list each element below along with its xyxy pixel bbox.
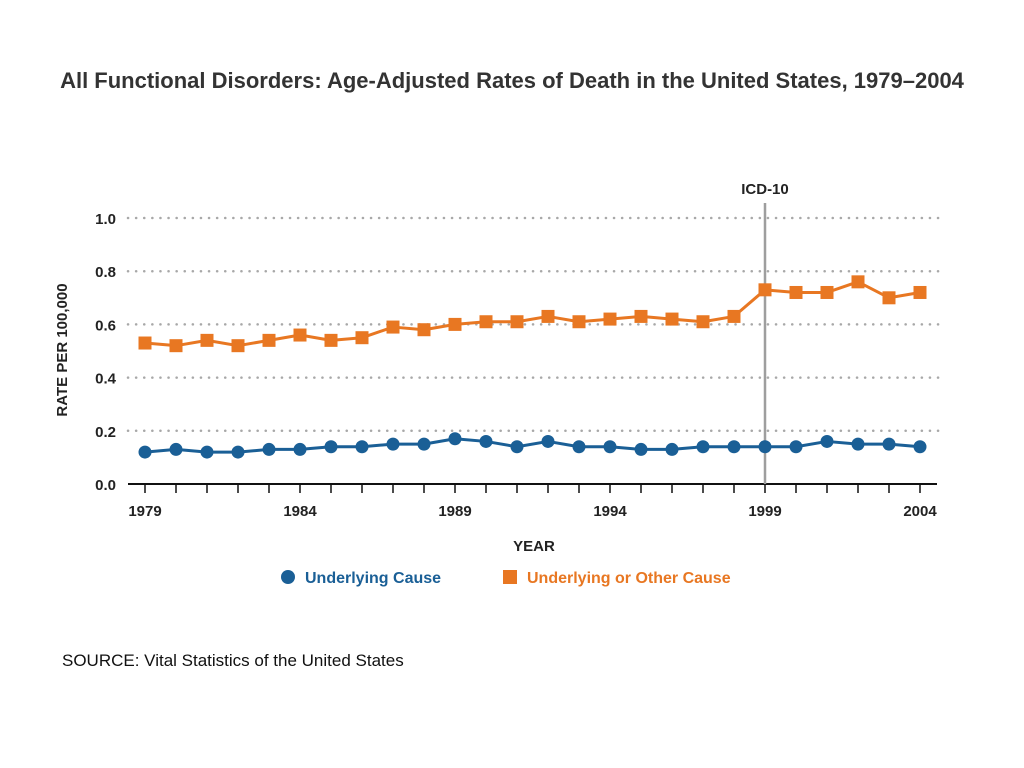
data-point-underlying-cause [324, 440, 338, 454]
y-tick-label: 0.8 [95, 264, 116, 281]
data-point-underlying-or-other-cause [231, 339, 245, 353]
icd10-annotation: ICD-10 [741, 181, 789, 484]
y-axis-title: RATE PER 100,000 [54, 283, 71, 416]
legend-label: Underlying or Other Cause [527, 570, 731, 587]
y-tick-label: 0.0 [95, 477, 116, 494]
data-point-underlying-cause [200, 445, 214, 459]
axes: 0.0 0.2 0.4 0.6 0.8 1.0 1979 1984 1989 1994 1999 20… [54, 211, 937, 555]
data-point-underlying-cause [789, 440, 803, 454]
x-tick-label: 1984 [283, 503, 317, 520]
x-tick-label: 1999 [748, 503, 781, 520]
data-point-underlying-or-other-cause [479, 315, 493, 329]
data-point-underlying-or-other-cause [169, 339, 183, 353]
data-point-underlying-or-other-cause [665, 312, 679, 326]
data-point-underlying-cause [262, 442, 276, 456]
legend: Underlying Cause Underlying or Other Caus… [281, 570, 731, 587]
y-tick-label: 0.6 [95, 317, 116, 334]
data-point-underlying-or-other-cause [634, 309, 648, 323]
data-point-underlying-cause [138, 445, 152, 459]
x-tick-label: 1979 [128, 503, 161, 520]
x-tick-label: 2004 [903, 503, 937, 520]
x-tick-label: 1989 [438, 503, 471, 520]
data-point-underlying-cause [417, 437, 431, 451]
data-point-underlying-cause [231, 445, 245, 459]
data-point-underlying-cause [727, 440, 741, 454]
data-point-underlying-or-other-cause [417, 323, 431, 337]
data-point-underlying-cause [541, 434, 555, 448]
data-point-underlying-cause [603, 440, 617, 454]
data-point-underlying-cause [448, 432, 462, 446]
data-point-underlying-or-other-cause [200, 333, 214, 347]
y-tick-label: 0.4 [95, 371, 117, 388]
plot-area [138, 275, 927, 459]
data-point-underlying-or-other-cause [293, 328, 307, 342]
data-point-underlying-or-other-cause [882, 291, 896, 305]
series-line-underlying-cause [144, 437, 921, 454]
data-point-underlying-cause [851, 437, 865, 451]
data-point-underlying-cause [913, 440, 927, 454]
data-point-underlying-cause [758, 440, 772, 454]
data-point-underlying-or-other-cause [696, 315, 710, 329]
data-point-underlying-or-other-cause [355, 331, 369, 345]
data-point-underlying-or-other-cause [386, 320, 400, 334]
icd10-label: ICD-10 [741, 181, 789, 198]
data-point-underlying-cause [386, 437, 400, 451]
data-point-underlying-or-other-cause [448, 317, 462, 331]
data-point-underlying-or-other-cause [262, 333, 276, 347]
data-point-underlying-or-other-cause [138, 336, 152, 350]
series-line-underlying-or-other-cause [144, 280, 921, 348]
data-point-underlying-or-other-cause [789, 285, 803, 299]
data-point-underlying-or-other-cause [324, 333, 338, 347]
data-point-underlying-cause [572, 440, 586, 454]
x-axis-title: YEAR [513, 538, 555, 555]
data-point-underlying-or-other-cause [727, 309, 741, 323]
y-tick-label: 1.0 [95, 211, 116, 228]
legend-marker-square [503, 570, 517, 584]
data-point-underlying-cause [169, 442, 183, 456]
data-point-underlying-cause [510, 440, 524, 454]
data-point-underlying-cause [634, 442, 648, 456]
y-tick-label: 0.2 [95, 424, 116, 441]
data-point-underlying-or-other-cause [913, 285, 927, 299]
data-point-underlying-or-other-cause [541, 309, 555, 323]
data-point-underlying-cause [479, 434, 493, 448]
data-point-underlying-cause [293, 442, 307, 456]
data-point-underlying-or-other-cause [572, 315, 586, 329]
data-point-underlying-or-other-cause [851, 275, 865, 289]
chart-title: All Functional Disorders: Age-Adjusted R… [60, 68, 964, 93]
legend-marker-circle [281, 570, 295, 584]
source-note: SOURCE: Vital Statistics of the United S… [62, 651, 404, 670]
data-point-underlying-cause [820, 434, 834, 448]
data-point-underlying-cause [882, 437, 896, 451]
gridlines [126, 216, 942, 433]
x-tick-label: 1994 [593, 503, 627, 520]
data-point-underlying-or-other-cause [758, 283, 772, 297]
data-point-underlying-cause [665, 442, 679, 456]
data-point-underlying-cause [355, 440, 369, 454]
data-point-underlying-or-other-cause [820, 285, 834, 299]
data-point-underlying-or-other-cause [603, 312, 617, 326]
legend-label: Underlying Cause [305, 570, 441, 587]
data-point-underlying-cause [696, 440, 710, 454]
data-point-underlying-or-other-cause [510, 315, 524, 329]
